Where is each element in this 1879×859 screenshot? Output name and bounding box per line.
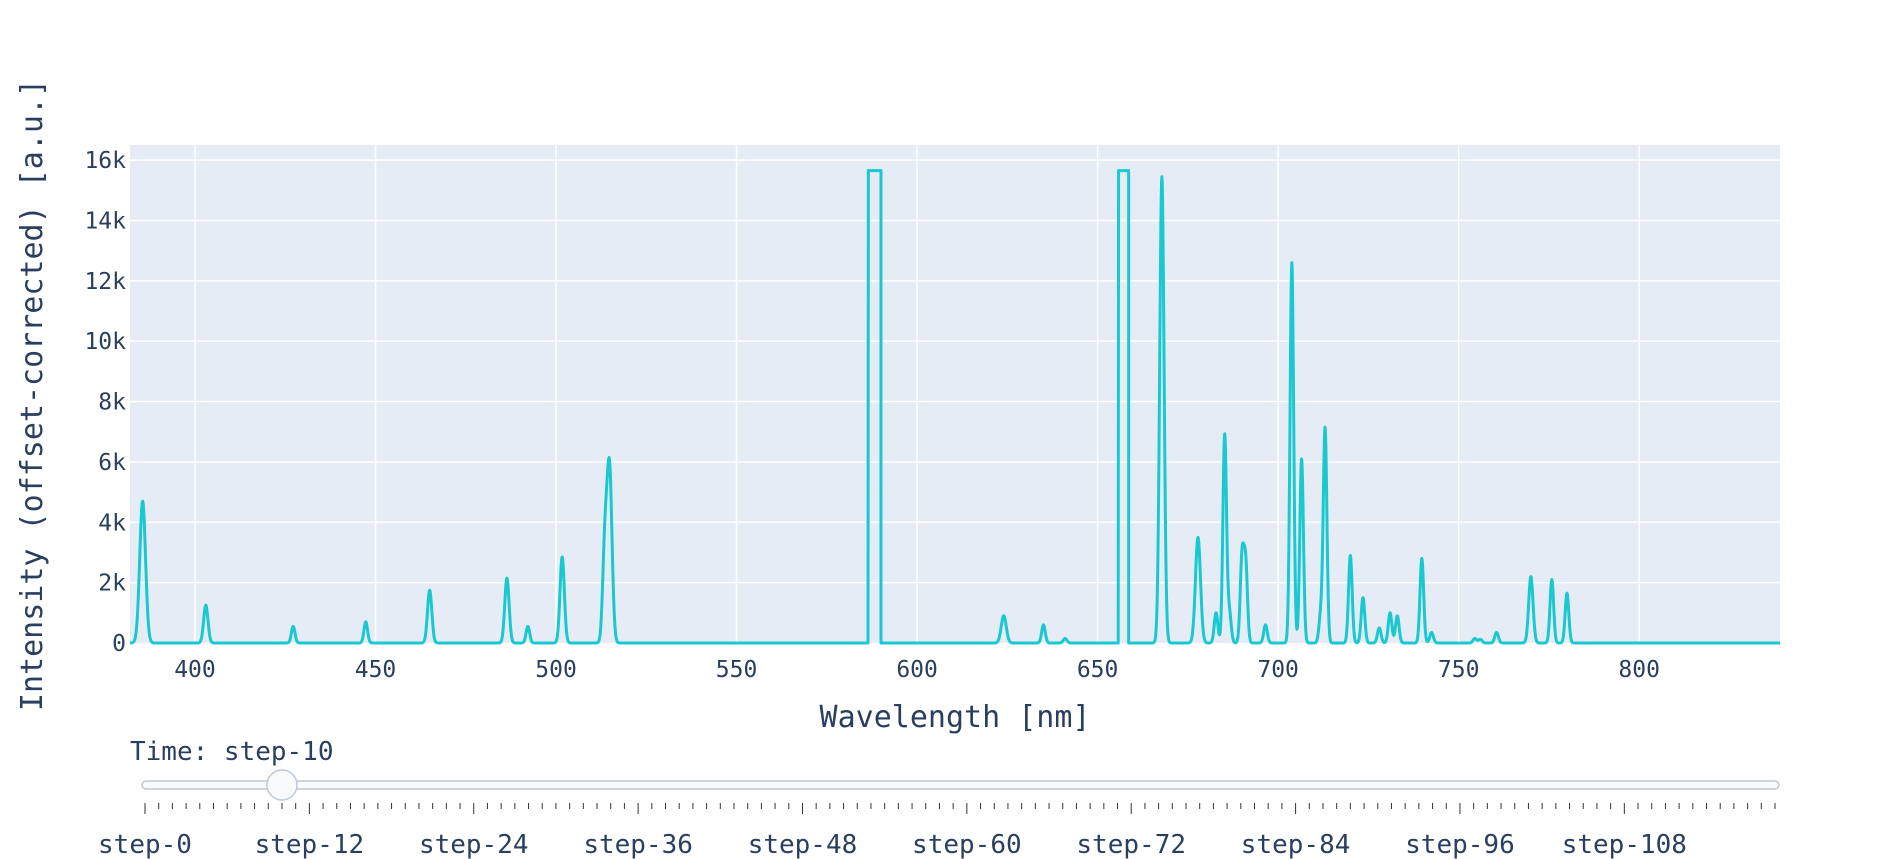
y-ticks: 0 2k 4k 6k 8k 10k 12k 14k 16k — [84, 148, 126, 657]
x-tick-label: 450 — [355, 657, 397, 683]
y-tick-label: 12k — [84, 269, 126, 295]
x-tick-label: 550 — [716, 657, 758, 683]
y-tick-label: 14k — [84, 208, 126, 234]
y-tick-label: 6k — [98, 450, 126, 476]
x-tick-label: 500 — [535, 657, 577, 683]
slider-ticks — [144, 803, 1776, 814]
x-tick-label: 750 — [1438, 657, 1480, 683]
y-tick-label: 0 — [112, 631, 126, 657]
slider-step-label[interactable]: step-84 — [1241, 830, 1351, 859]
x-tick-label: 700 — [1257, 657, 1299, 683]
grid — [130, 145, 1780, 643]
slider-step-label[interactable]: step-0 — [98, 830, 192, 859]
slider-rail[interactable] — [141, 780, 1780, 790]
slider-current-label: Time: step-10 — [130, 737, 334, 767]
y-tick-label: 10k — [84, 329, 126, 355]
slider-step-label[interactable]: step-60 — [912, 830, 1022, 859]
time-slider[interactable]: Time: step-10 step-0 step-12 step-24 step-3… — [98, 737, 1780, 859]
x-tick-label: 800 — [1618, 657, 1660, 683]
slider-step-labels: step-0 step-12 step-24 step-36 step-48 step-6… — [98, 830, 1687, 859]
y-tick-label: 2k — [98, 571, 126, 597]
x-tick-label: 650 — [1077, 657, 1119, 683]
plot-background — [130, 145, 1780, 643]
y-tick-label: 8k — [98, 390, 126, 416]
x-ticks: 400 450 500 550 600 650 700 750 800 — [174, 657, 1660, 683]
x-axis-title: Wavelength [nm] — [820, 700, 1091, 735]
slider-step-label[interactable]: step-96 — [1405, 830, 1515, 859]
slider-step-label[interactable]: step-12 — [255, 830, 365, 859]
x-tick-label: 600 — [896, 657, 938, 683]
series-line — [128, 169, 1782, 645]
slider-step-label[interactable]: step-108 — [1562, 830, 1687, 859]
series-layer — [128, 169, 1782, 645]
slider-step-label[interactable]: step-24 — [419, 830, 529, 859]
slider-step-label[interactable]: step-48 — [748, 830, 858, 859]
slider-handle[interactable] — [266, 769, 298, 801]
slider-step-label[interactable]: step-36 — [583, 830, 693, 859]
y-tick-label: 4k — [98, 510, 126, 536]
slider-step-label[interactable]: step-72 — [1076, 830, 1186, 859]
y-tick-label: 16k — [84, 148, 126, 174]
x-tick-label: 400 — [174, 657, 216, 683]
y-axis-title: Intensity (offset-corrected) [a.u.] — [15, 79, 50, 711]
